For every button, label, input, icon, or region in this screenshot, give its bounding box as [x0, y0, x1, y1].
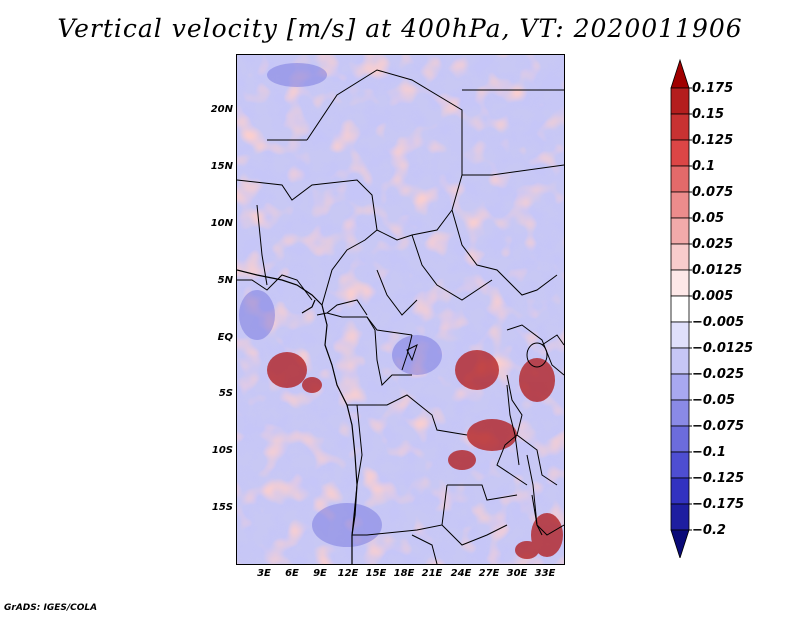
lon-tick-label: 6E [285, 568, 299, 579]
colorbar-swatch [670, 347, 690, 375]
lakes [406, 342, 548, 536]
colorbar-label: −0.0125 [692, 341, 754, 356]
colorbar [670, 58, 692, 558]
lat-tick-label: EQ [217, 332, 233, 343]
lon-tick-label: 27E [478, 568, 500, 579]
colorbar-label: 0.1 [692, 159, 716, 174]
colorbar-swatch [670, 399, 690, 427]
colorbar-swatch [670, 451, 690, 479]
downdraft-patches [239, 63, 442, 547]
colorbar-swatch [670, 191, 690, 219]
colorbar-swatch [670, 269, 690, 297]
colorbar-label: 0.125 [692, 133, 734, 148]
lon-tick-label: 12E [337, 568, 359, 579]
colorbar-swatch [670, 139, 690, 167]
colorbar-label: −0.175 [692, 497, 745, 512]
lat-tick-label: 10N [210, 218, 233, 229]
colorbar-label: −0.125 [692, 471, 745, 486]
colorbar-swatch [670, 58, 690, 89]
colorbar-swatch [670, 529, 690, 558]
colorbar-swatch [670, 113, 690, 141]
colorbar-swatch [670, 321, 690, 349]
colorbar-swatch [670, 165, 690, 193]
lon-tick-label: 24E [450, 568, 472, 579]
velocity-map [236, 54, 565, 565]
lat-tick-label: 20N [210, 104, 233, 115]
updraft-clusters [267, 350, 563, 559]
colorbar-swatch [670, 87, 690, 115]
colorbar-swatch [670, 373, 690, 401]
colorbar-label: −0.005 [692, 315, 745, 330]
colorbar-label: −0.1 [692, 445, 726, 460]
colorbar-label: −0.025 [692, 367, 745, 382]
lon-tick-label: 15E [365, 568, 387, 579]
velocity-field [237, 55, 564, 564]
lat-tick-label: 5N [217, 275, 233, 286]
lon-tick-label: 30E [506, 568, 528, 579]
colorbar-swatches [670, 58, 690, 558]
lat-tick-label: 5S [218, 388, 233, 399]
lat-tick-label: 10S [211, 445, 233, 456]
colorbar-label: 0.025 [692, 237, 734, 252]
colorbar-label: −0.075 [692, 419, 745, 434]
country-borders [237, 69, 564, 564]
credit-text: GrADS: IGES/COLA [4, 603, 98, 613]
colorbar-ticks [689, 87, 692, 531]
colorbar-label: −0.05 [692, 393, 735, 408]
coastline [237, 269, 358, 564]
map-title: Vertical velocity [m/s] at 400hPa, VT: 2… [57, 14, 743, 43]
colorbar-swatch [670, 217, 690, 245]
lat-tick-label: 15S [211, 502, 233, 513]
colorbar-label: 0.175 [692, 81, 734, 96]
colorbar-label: 0.0125 [692, 263, 743, 278]
colorbar-swatch [670, 243, 690, 271]
colorbar-swatch [670, 503, 690, 531]
lon-tick-label: 33E [534, 568, 556, 579]
colorbar-swatch [670, 295, 690, 323]
colorbar-swatch [670, 477, 690, 505]
field-noise [237, 55, 564, 564]
lon-tick-label: 3E [257, 568, 271, 579]
colorbar-label: −0.2 [692, 523, 726, 538]
colorbar-label: 0.075 [692, 185, 734, 200]
lat-tick-label: 15N [210, 161, 233, 172]
colorbar-label: 0.05 [692, 211, 725, 226]
lon-tick-label: 21E [421, 568, 443, 579]
lon-tick-label: 9E [313, 568, 327, 579]
colorbar-swatch [670, 425, 690, 453]
colorbar-label: 0.15 [692, 107, 725, 122]
lon-tick-label: 18E [393, 568, 415, 579]
colorbar-label: 0.005 [692, 289, 734, 304]
